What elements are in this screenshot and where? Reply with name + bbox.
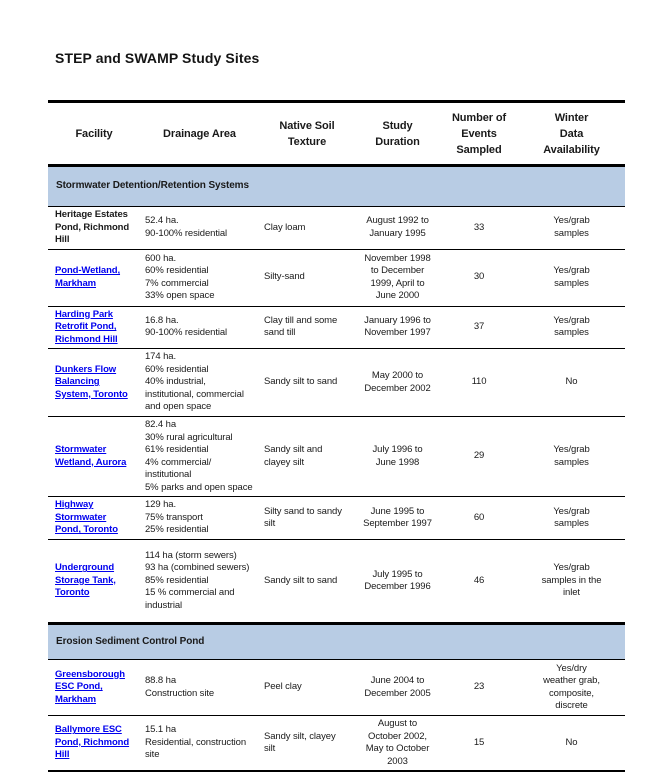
cell-study-duration: August to October 2002, May to October 2… — [355, 715, 440, 772]
cell-study-duration: July 1995 to December 1996 — [355, 539, 440, 624]
section-header-row-detention: Stormwater Detention/Retention Systems — [48, 165, 625, 207]
cell-winter-data: Yes/grab samples — [518, 306, 625, 349]
cell-events-sampled: 60 — [440, 496, 518, 540]
cell-winter-data: No — [518, 715, 625, 772]
cell-drainage-area: 88.8 ha Construction site — [140, 659, 259, 716]
facility-link-highway-pond[interactable]: Highway Stormwater Pond, Toronto — [55, 499, 118, 536]
table-row-pond-wetland: Pond-Wetland, Markham 600 ha. 60% reside… — [48, 249, 625, 307]
cell-events-sampled: 33 — [440, 206, 518, 250]
cell-study-duration: June 1995 to September 1997 — [355, 496, 440, 540]
facility-link-greensborough[interactable]: Greensborough ESC Pond, Markham — [55, 668, 125, 705]
cell-events-sampled: 46 — [440, 539, 518, 624]
col-header-native-soil-texture: Native Soil Texture — [259, 100, 355, 167]
cell-events-sampled: 23 — [440, 659, 518, 716]
section-header-row-erosion: Erosion Sediment Control Pond — [48, 622, 625, 660]
cell-soil-texture: Silty sand to sandy silt — [259, 496, 355, 540]
facility-link-pond-wetland[interactable]: Pond-Wetland, Markham — [55, 265, 121, 289]
col-header-winter-data: Winter Data Availability — [518, 100, 625, 167]
cell-study-duration: June 2004 to December 2005 — [355, 659, 440, 716]
cell-facility: Underground Storage Tank, Toronto — [48, 539, 140, 624]
cell-facility: Highway Stormwater Pond, Toronto — [48, 496, 140, 540]
table-row-underground-tank: Underground Storage Tank, Toronto 114 ha… — [48, 539, 625, 624]
section-header-label: Stormwater Detention/Retention Systems — [48, 165, 625, 207]
table-row-harding-park: Harding Park Retrofit Pond, Richmond Hil… — [48, 306, 625, 349]
cell-events-sampled: 15 — [440, 715, 518, 772]
cell-study-duration: August 1992 to January 1995 — [355, 206, 440, 250]
cell-facility: Heritage Estates Pond, Richmond Hill — [48, 206, 140, 250]
cell-soil-texture: Clay till and some sand till — [259, 306, 355, 349]
cell-study-duration: May 2000 to December 2002 — [355, 348, 440, 417]
cell-facility: Greensborough ESC Pond, Markham — [48, 659, 140, 716]
cell-soil-texture: Silty-sand — [259, 249, 355, 307]
col-header-study-duration: Study Duration — [355, 100, 440, 167]
cell-soil-texture: Peel clay — [259, 659, 355, 716]
cell-drainage-area: 114 ha (storm sewers) 93 ha (combined se… — [140, 539, 259, 624]
table-row-dunkers-flow: Dunkers Flow Balancing System, Toronto 1… — [48, 348, 625, 417]
cell-winter-data: No — [518, 348, 625, 417]
col-header-facility: Facility — [48, 100, 140, 167]
cell-winter-data: Yes/dry weather grab, composite, discret… — [518, 659, 625, 716]
cell-facility: Harding Park Retrofit Pond, Richmond Hil… — [48, 306, 140, 349]
cell-study-duration: July 1996 to June 1998 — [355, 416, 440, 497]
cell-study-duration: January 1996 to November 1997 — [355, 306, 440, 349]
cell-drainage-area: 129 ha. 75% transport 25% residential — [140, 496, 259, 540]
col-header-drainage-area: Drainage Area — [140, 100, 259, 167]
page-title: STEP and SWAMP Study Sites — [55, 50, 260, 66]
cell-facility: Ballymore ESC Pond, Richmond Hill — [48, 715, 140, 772]
table-row-highway-pond: Highway Stormwater Pond, Toronto 129 ha.… — [48, 496, 625, 540]
cell-facility: Dunkers Flow Balancing System, Toronto — [48, 348, 140, 417]
cell-drainage-area: 15.1 ha Residential, construction site — [140, 715, 259, 772]
cell-events-sampled: 30 — [440, 249, 518, 307]
cell-soil-texture: Sandy silt to sand — [259, 348, 355, 417]
col-header-number-of-events: Number of Events Sampled — [440, 100, 518, 167]
cell-soil-texture: Sandy silt, clayey silt — [259, 715, 355, 772]
cell-soil-texture: Clay loam — [259, 206, 355, 250]
cell-events-sampled: 29 — [440, 416, 518, 497]
facility-name-heritage-estates: Heritage Estates Pond, Richmond Hill — [55, 209, 130, 245]
cell-winter-data: Yes/grab samples — [518, 416, 625, 497]
table-row-greensborough: Greensborough ESC Pond, Markham 88.8 ha … — [48, 659, 625, 716]
facility-link-stormwater-wetland-aurora[interactable]: Stormwater Wetland, Aurora — [55, 444, 127, 468]
cell-soil-texture: Sandy silt and clayey silt — [259, 416, 355, 497]
cell-drainage-area: 82.4 ha 30% rural agricultural 61% resid… — [140, 416, 259, 497]
cell-drainage-area: 52.4 ha. 90-100% residential — [140, 206, 259, 250]
facility-link-dunkers-flow[interactable]: Dunkers Flow Balancing System, Toronto — [55, 363, 128, 400]
header-row: Facility Drainage Area Native Soil Textu… — [48, 100, 625, 167]
cell-events-sampled: 37 — [440, 306, 518, 349]
cell-facility: Pond-Wetland, Markham — [48, 249, 140, 307]
cell-study-duration: November 1998 to December 1999, April to… — [355, 249, 440, 307]
cell-facility: Stormwater Wetland, Aurora — [48, 416, 140, 497]
cell-events-sampled: 110 — [440, 348, 518, 417]
cell-soil-texture: Sandy silt to sand — [259, 539, 355, 624]
cell-drainage-area: 16.8 ha. 90-100% residential — [140, 306, 259, 349]
cell-winter-data: Yes/grab samples in the inlet — [518, 539, 625, 624]
facility-link-ballymore[interactable]: Ballymore ESC Pond, Richmond Hill — [55, 724, 130, 761]
cell-drainage-area: 600 ha. 60% residential 7% commercial 33… — [140, 249, 259, 307]
cell-winter-data: Yes/grab samples — [518, 496, 625, 540]
cell-winter-data: Yes/grab samples — [518, 249, 625, 307]
table-row-ballymore: Ballymore ESC Pond, Richmond Hill 15.1 h… — [48, 715, 625, 772]
facility-link-harding-park[interactable]: Harding Park Retrofit Pond, Richmond Hil… — [55, 308, 118, 345]
cell-winter-data: Yes/grab samples — [518, 206, 625, 250]
section-header-label: Erosion Sediment Control Pond — [48, 622, 625, 660]
cell-drainage-area: 174 ha. 60% residential 40% industrial, … — [140, 348, 259, 417]
study-sites-table: Facility Drainage Area Native Soil Textu… — [48, 100, 625, 772]
table-row-stormwater-wetland-aurora: Stormwater Wetland, Aurora 82.4 ha 30% r… — [48, 416, 625, 497]
facility-link-underground-tank[interactable]: Underground Storage Tank, Toronto — [55, 562, 116, 599]
table-row-heritage-estates: Heritage Estates Pond, Richmond Hill 52.… — [48, 206, 625, 250]
